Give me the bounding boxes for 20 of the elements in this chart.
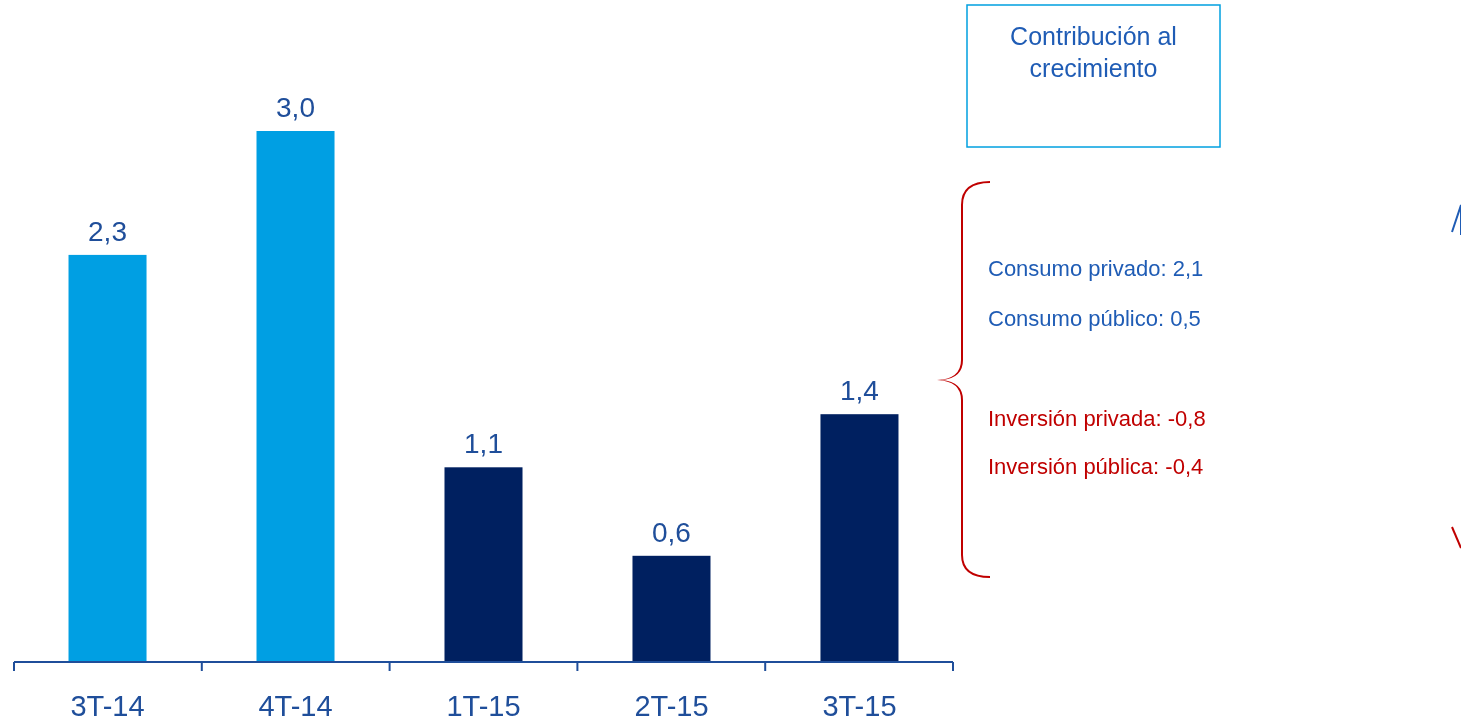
x-tick-label: 3T-14 — [70, 690, 145, 722]
x-tick-label: 2T-15 — [634, 690, 709, 722]
data-label: 1,4 — [840, 375, 879, 407]
text: Consumo público: 0,5 — [988, 306, 1201, 331]
bar — [68, 254, 147, 662]
text: Contribución al crecimiento — [1009, 21, 1178, 84]
data-label: 2,3 — [88, 215, 127, 247]
text: Inversión pública: -0,4 — [988, 454, 1204, 479]
x-tick-label: 3T-15 — [822, 690, 897, 722]
x-tick-label: 1T-15 — [446, 690, 521, 722]
text: Consumo privado: 2,1 — [988, 256, 1204, 281]
bar — [256, 131, 335, 662]
bar — [820, 414, 899, 662]
text: Inversión privada: -0,8 — [988, 406, 1206, 431]
data-label: 1,1 — [464, 428, 503, 460]
data-label: 0,6 — [652, 516, 691, 548]
bar — [632, 555, 711, 662]
bar — [444, 467, 523, 662]
data-label: 3,0 — [276, 92, 315, 123]
x-tick-label: 4T-14 — [258, 690, 333, 722]
